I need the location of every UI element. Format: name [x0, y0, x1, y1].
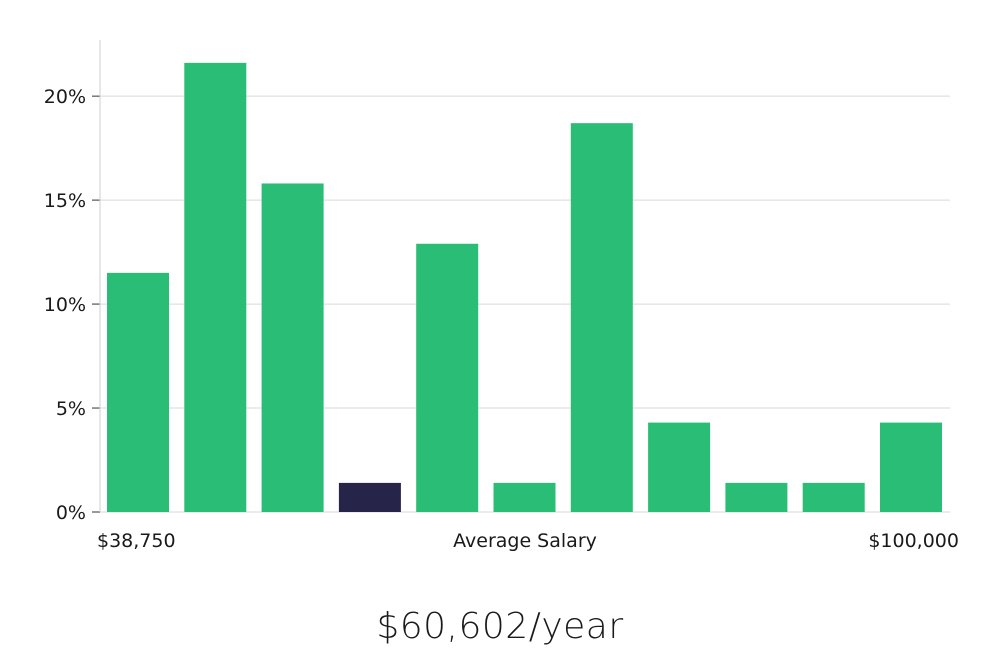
- histogram-bar: [648, 422, 711, 512]
- histogram-bar: [416, 243, 479, 512]
- histogram-bar-highlighted: [338, 482, 401, 512]
- histogram-bar: [184, 62, 247, 512]
- x-axis-title: Average Salary: [453, 530, 597, 552]
- y-tick-labels: 0% 5% 10% 15% 20%: [44, 86, 86, 524]
- y-tick-label: 10%: [44, 294, 86, 316]
- average-salary-value: $60,602/year: [376, 606, 624, 647]
- y-tick-label: 5%: [56, 398, 86, 420]
- bars-layer: [107, 62, 942, 512]
- x-max-label: $100,000: [868, 530, 959, 552]
- y-tick-label: 15%: [44, 190, 86, 212]
- histogram-bar: [493, 482, 556, 512]
- x-min-label: $38,750: [97, 530, 176, 552]
- histogram-bar: [570, 123, 633, 512]
- histogram-bar: [107, 272, 169, 512]
- salary-histogram: 0% 5% 10% 15% 20% $38,750 Average Salary $10…: [44, 40, 959, 552]
- histogram-bar: [261, 183, 324, 512]
- y-tick-label: 0%: [56, 502, 86, 524]
- histogram-bar: [880, 422, 942, 512]
- histogram-bar: [802, 482, 865, 512]
- y-tick-label: 20%: [44, 86, 86, 108]
- histogram-bar: [725, 482, 788, 512]
